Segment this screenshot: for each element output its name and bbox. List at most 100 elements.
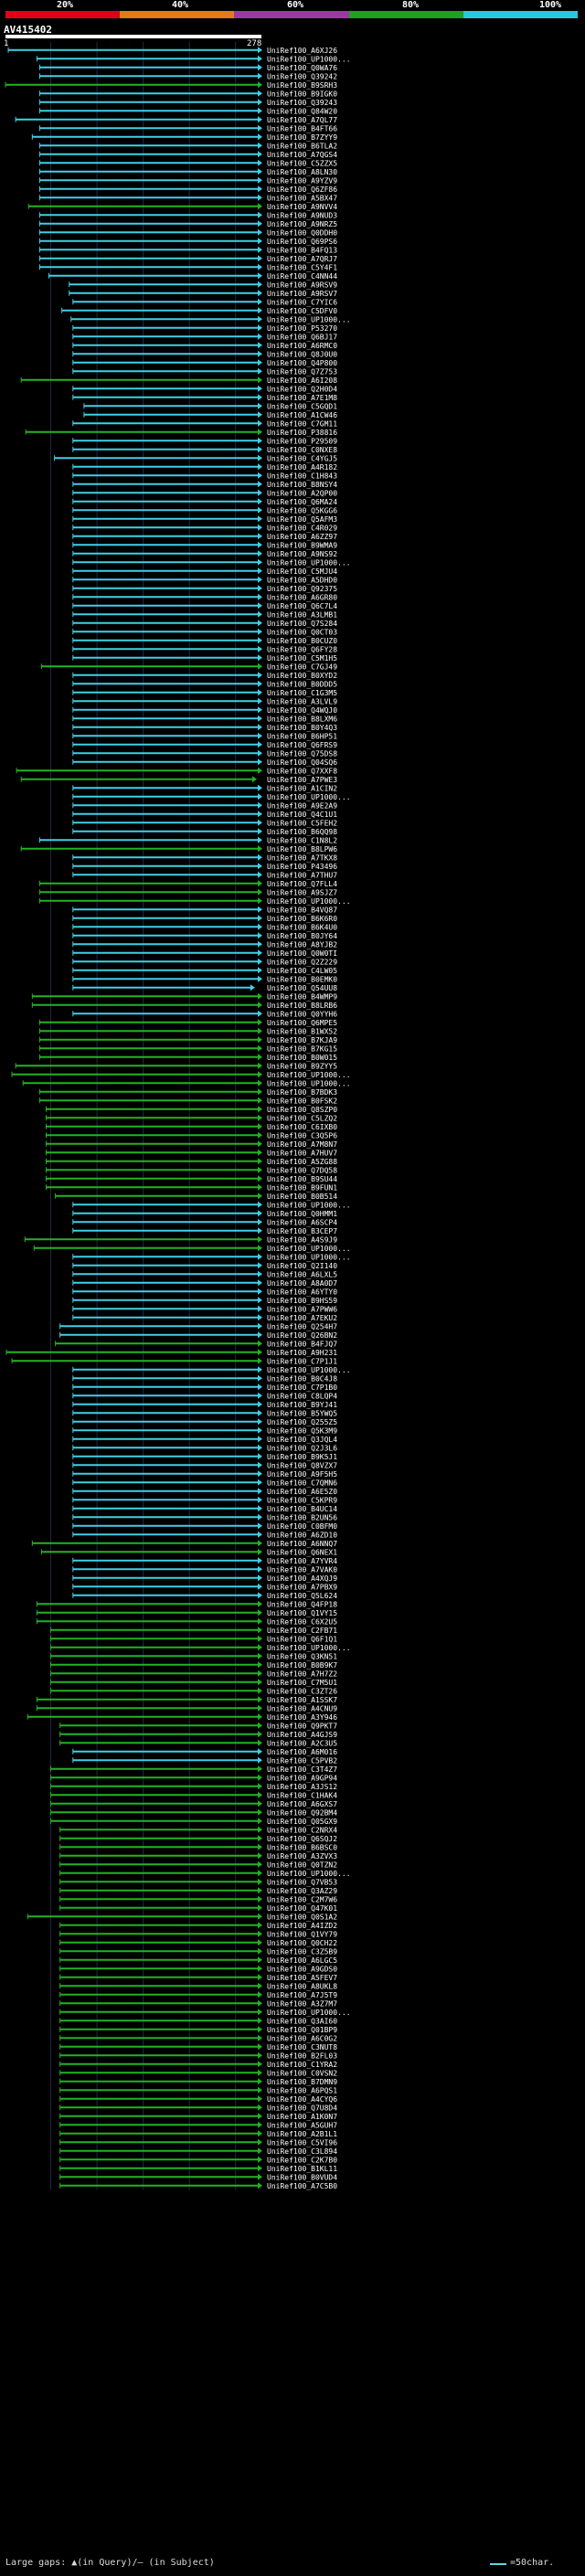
hit-label[interactable]: UniRef100_A4CYQ6 [267,2095,337,2104]
hit-label[interactable]: UniRef100_A4GJS9 [267,1731,337,1739]
hit-label[interactable]: UniRef100_B9SRH3 [267,81,337,90]
hit-label[interactable]: UniRef100_Q5K3M9 [267,1426,337,1435]
hit-label[interactable]: UniRef100_C5VI96 [267,2138,337,2147]
hit-label[interactable]: UniRef100_Q84W20 [267,107,337,115]
hit-label[interactable]: UniRef100_C3NUT8 [267,2043,337,2051]
hit-label[interactable]: UniRef100_Q6FRS9 [267,741,337,749]
hit-label[interactable]: UniRef100_A7E1M8 [267,394,337,402]
hit-label[interactable]: UniRef100_Q4C1U1 [267,811,337,819]
hit-label[interactable]: UniRef100_A7PBX9 [267,1583,337,1591]
hit-label[interactable]: UniRef100_A7PWW6 [267,1305,337,1313]
hit-label[interactable]: UniRef100_A6YTY0 [267,1288,337,1296]
hit-label[interactable]: UniRef100_A5BX47 [267,194,337,202]
hit-label[interactable]: UniRef100_A1K0N7 [267,2113,337,2121]
hit-label[interactable]: UniRef100_C2NRX4 [267,1826,337,1834]
hit-label[interactable]: UniRef100_C3Z5B9 [267,1947,337,1956]
hit-label[interactable]: UniRef100_A6GXS7 [267,1800,337,1808]
hit-label[interactable]: UniRef100_A7M8N7 [267,1140,337,1149]
hit-label[interactable]: UniRef100_Q47K01 [267,1904,337,1913]
hit-label[interactable]: UniRef100_B6K4U0 [267,923,337,931]
hit-label[interactable]: UniRef100_A6LXL5 [267,1270,337,1278]
hit-label[interactable]: UniRef100_B1WX52 [267,1027,337,1035]
hit-label[interactable]: UniRef100_A7THU7 [267,871,337,879]
hit-label[interactable]: UniRef100_A1CW46 [267,411,337,419]
hit-label[interactable]: UniRef100_C0VSN2 [267,2069,337,2077]
hit-label[interactable]: UniRef100_A6GR80 [267,593,337,601]
hit-label[interactable]: UniRef100_B8LXM6 [267,715,337,723]
hit-label[interactable]: UniRef100_B0CUZ0 [267,637,337,645]
hit-label[interactable]: UniRef100_A5ZG88 [267,1158,337,1166]
hit-label[interactable]: UniRef100_Q3AZ29 [267,1887,337,1895]
hit-label[interactable]: UniRef100_B4WMP9 [267,992,337,1001]
hit-label[interactable]: UniRef100_C7M5U1 [267,1679,337,1687]
hit-label[interactable]: UniRef100_B0C4J8 [267,1374,337,1383]
hit-label[interactable]: UniRef100_Q39242 [267,72,337,80]
hit-label[interactable]: UniRef100_Q5L624 [267,1592,337,1600]
hit-label[interactable]: UniRef100_A4XQJ9 [267,1574,337,1583]
hit-label[interactable]: UniRef100_Q0WA76 [267,64,337,72]
hit-label[interactable]: UniRef100_B9WMA9 [267,541,337,549]
hit-label[interactable]: UniRef100_Q26BN2 [267,1331,337,1340]
hit-label[interactable]: UniRef100_A4S9J9 [267,1235,337,1244]
hit-label[interactable]: UniRef100_Q05GX9 [267,1818,337,1826]
hit-label[interactable]: UniRef100_UP1000... [267,897,351,906]
hit-label[interactable]: UniRef100_C0BFM0 [267,1522,337,1531]
hit-label[interactable]: UniRef100_A7HUV7 [267,1149,337,1157]
hit-label[interactable]: UniRef100_B0FSK2 [267,1097,337,1105]
hit-label[interactable]: UniRef100_Q6ZF86 [267,186,337,194]
hit-label[interactable]: UniRef100_UP1000... [267,558,351,567]
hit-label[interactable]: UniRef100_A7C5B0 [267,2182,337,2190]
hit-label[interactable]: UniRef100_Q2Z229 [267,958,337,966]
hit-label[interactable]: UniRef100_Q0HMM1 [267,1210,337,1218]
hit-label[interactable]: UniRef100_B7BDK3 [267,1088,337,1097]
hit-label[interactable]: UniRef100_A3Y946 [267,1713,337,1722]
hit-label[interactable]: UniRef100_A2QP00 [267,489,337,497]
hit-label[interactable]: UniRef100_Q0W0TI [267,949,337,958]
hit-label[interactable]: UniRef100_A6SCP4 [267,1218,337,1226]
hit-label[interactable]: UniRef100_B0JY64 [267,932,337,940]
hit-label[interactable]: UniRef100_B0XYD2 [267,672,337,680]
hit-label[interactable]: UniRef100_UP1000... [267,1079,351,1087]
hit-label[interactable]: UniRef100_Q0CH22 [267,1939,337,1947]
hit-label[interactable]: UniRef100_C5PVB2 [267,1756,337,1765]
hit-label[interactable]: UniRef100_C4YGJ5 [267,454,337,462]
hit-label[interactable]: UniRef100_C1N8L2 [267,836,337,844]
hit-label[interactable]: UniRef100_Q8J0U0 [267,350,337,358]
hit-label[interactable]: UniRef100_A4CNU9 [267,1704,337,1712]
hit-label[interactable]: UniRef100_Q4FP18 [267,1600,337,1608]
hit-label[interactable]: UniRef100_Q6F1Q1 [267,1635,337,1643]
hit-label[interactable]: UniRef100_A6C0G2 [267,2034,337,2042]
hit-label[interactable]: UniRef100_A9YZV9 [267,176,337,185]
hit-label[interactable]: UniRef100_Q1VY79 [267,1930,337,1938]
hit-label[interactable]: UniRef100_P29509 [267,437,337,445]
hit-label[interactable]: UniRef100_B9SU44 [267,1175,337,1183]
hit-label[interactable]: UniRef100_C5LZQ2 [267,1114,337,1122]
hit-label[interactable]: UniRef100_P38816 [267,429,337,437]
hit-label[interactable]: UniRef100_Q9PKT7 [267,1722,337,1730]
hit-label[interactable]: UniRef100_C1HAK4 [267,1791,337,1799]
hit-label[interactable]: UniRef100_UP1000... [267,2009,351,2017]
hit-label[interactable]: UniRef100_A9GP94 [267,1774,337,1782]
hit-label[interactable]: UniRef100_A4IZD2 [267,1922,337,1930]
hit-label[interactable]: UniRef100_A7EKU2 [267,1314,337,1322]
hit-label[interactable]: UniRef100_A5GUH7 [267,2121,337,2129]
hit-label[interactable]: UniRef100_C7P1J1 [267,1357,337,1365]
hit-label[interactable]: UniRef100_Q7Z753 [267,367,337,376]
hit-label[interactable]: UniRef100_C6IXB0 [267,1123,337,1131]
hit-label[interactable]: UniRef100_C4NN44 [267,272,337,281]
hit-label[interactable]: UniRef100_C1G3M5 [267,689,337,697]
hit-label[interactable]: UniRef100_C5ZZX5 [267,159,337,167]
hit-label[interactable]: UniRef100_A6PQS1 [267,2086,337,2094]
hit-label[interactable]: UniRef100_B0DDD5 [267,680,337,688]
hit-label[interactable]: UniRef100_C2FB71 [267,1627,337,1635]
hit-label[interactable]: UniRef100_UP1000... [267,1201,351,1209]
hit-label[interactable]: UniRef100_C2M7W6 [267,1895,337,1903]
hit-label[interactable]: UniRef100_C7GJ49 [267,663,337,671]
hit-label[interactable]: UniRef100_B7DMN9 [267,2078,337,2086]
hit-label[interactable]: UniRef100_A9SJZ7 [267,888,337,896]
hit-label[interactable]: UniRef100_A3LMB1 [267,610,337,619]
hit-label[interactable]: UniRef100_Q4WQJ0 [267,706,337,715]
hit-label[interactable]: UniRef100_B0B514 [267,1193,337,1201]
hit-label[interactable]: UniRef100_A1CIN2 [267,784,337,792]
hit-label[interactable]: UniRef100_A8A0D7 [267,1279,337,1288]
